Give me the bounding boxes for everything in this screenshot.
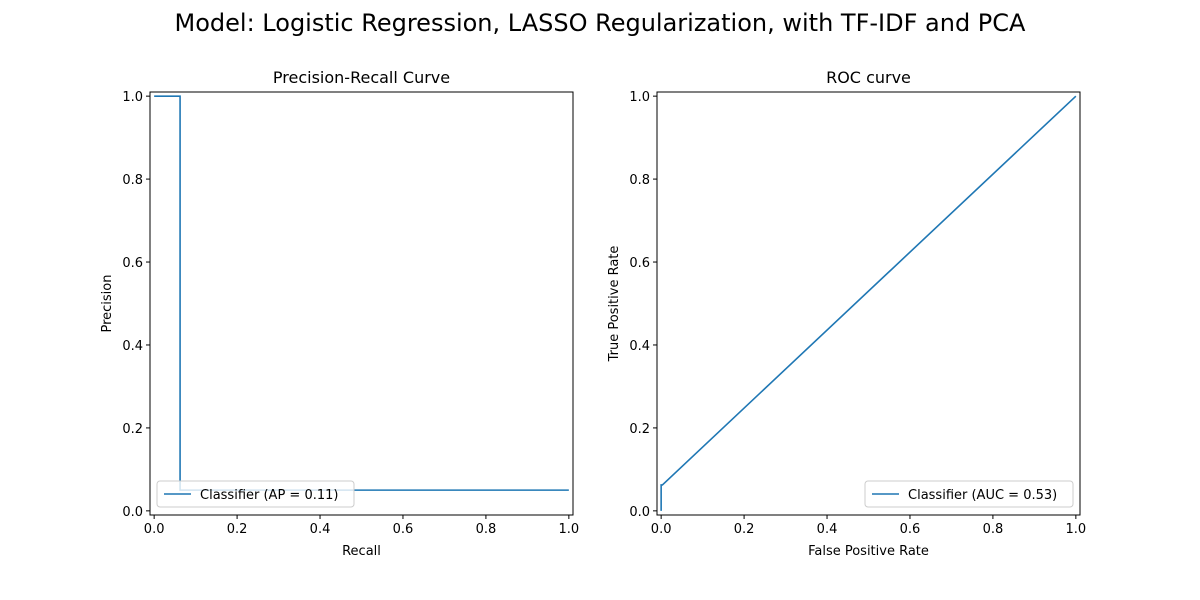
- pr-x-tick-label: 0.8: [476, 522, 497, 537]
- roc-chart-title: ROC curve: [826, 68, 911, 87]
- roc-curve-axes: ROC curve 0.0 0.2 0.4 0.6 0.8 1.0 0.0 0.2 0.4 0.6 0…: [607, 68, 1086, 559]
- pr-y-tick-label: 0.8: [122, 173, 143, 188]
- pr-chart-title: Precision-Recall Curve: [273, 68, 450, 87]
- roc-y-tick-label: 0.8: [629, 173, 650, 188]
- roc-legend-box: [864, 480, 1074, 508]
- pr-y-tick-label: 0.2: [122, 422, 143, 437]
- roc-x-tick-label: 0.8: [983, 522, 1004, 537]
- pr-y-axis-label: Precision: [100, 274, 115, 332]
- pr-x-tick-label: 0.2: [227, 522, 248, 537]
- pr-legend-label: Classifier (AP = 0.11): [200, 488, 338, 503]
- roc-x-tick-label: 0.0: [651, 522, 672, 537]
- pr-y-tick-label: 0.6: [122, 256, 143, 271]
- pr-x-tick-label: 0.0: [144, 522, 165, 537]
- figure-suptitle: Model: Logistic Regression, LASSO Regula…: [175, 9, 1027, 37]
- roc-x-tick-label: 1.0: [1066, 522, 1087, 537]
- roc-x-tick-label: 0.2: [734, 522, 755, 537]
- pr-x-tick-label: 1.0: [559, 522, 580, 537]
- roc-x-tick-label: 0.4: [817, 522, 838, 537]
- pr-legend: Classifier (AP = 0.11): [156, 480, 355, 508]
- pr-series-line: [154, 95, 569, 491]
- roc-legend: Classifier (AUC = 0.53): [864, 480, 1074, 508]
- pr-axes-frame: [149, 91, 574, 516]
- roc-y-tick-label: 1.0: [629, 90, 650, 105]
- pr-y-tick-label: 0.4: [122, 339, 143, 354]
- roc-y-tick-label: 0.6: [629, 256, 650, 271]
- roc-y-axis-label: True Positive Rate: [607, 246, 622, 363]
- roc-series-line: [660, 95, 1077, 511]
- roc-x-tick-label: 0.6: [900, 522, 921, 537]
- pr-y-tick-label: 1.0: [122, 90, 143, 105]
- roc-y-tick-label: 0.4: [629, 339, 650, 354]
- roc-y-tick-label: 0.2: [629, 422, 650, 437]
- pr-x-tick-label: 0.6: [393, 522, 414, 537]
- pr-y-tick-label: 0.0: [122, 505, 143, 520]
- roc-legend-label: Classifier (AUC = 0.53): [908, 488, 1057, 503]
- roc-y-tick-label: 0.0: [629, 505, 650, 520]
- pr-legend-box: [156, 480, 355, 508]
- precision-recall-axes: Precision-Recall Curve 0.0 0.2 0.4 0.6 0.8 1.0…: [100, 68, 579, 559]
- roc-axes-frame: [656, 91, 1081, 516]
- roc-x-axis-label: False Positive Rate: [808, 544, 929, 559]
- pr-x-axis-label: Recall: [342, 544, 381, 559]
- pr-x-tick-label: 0.4: [310, 522, 331, 537]
